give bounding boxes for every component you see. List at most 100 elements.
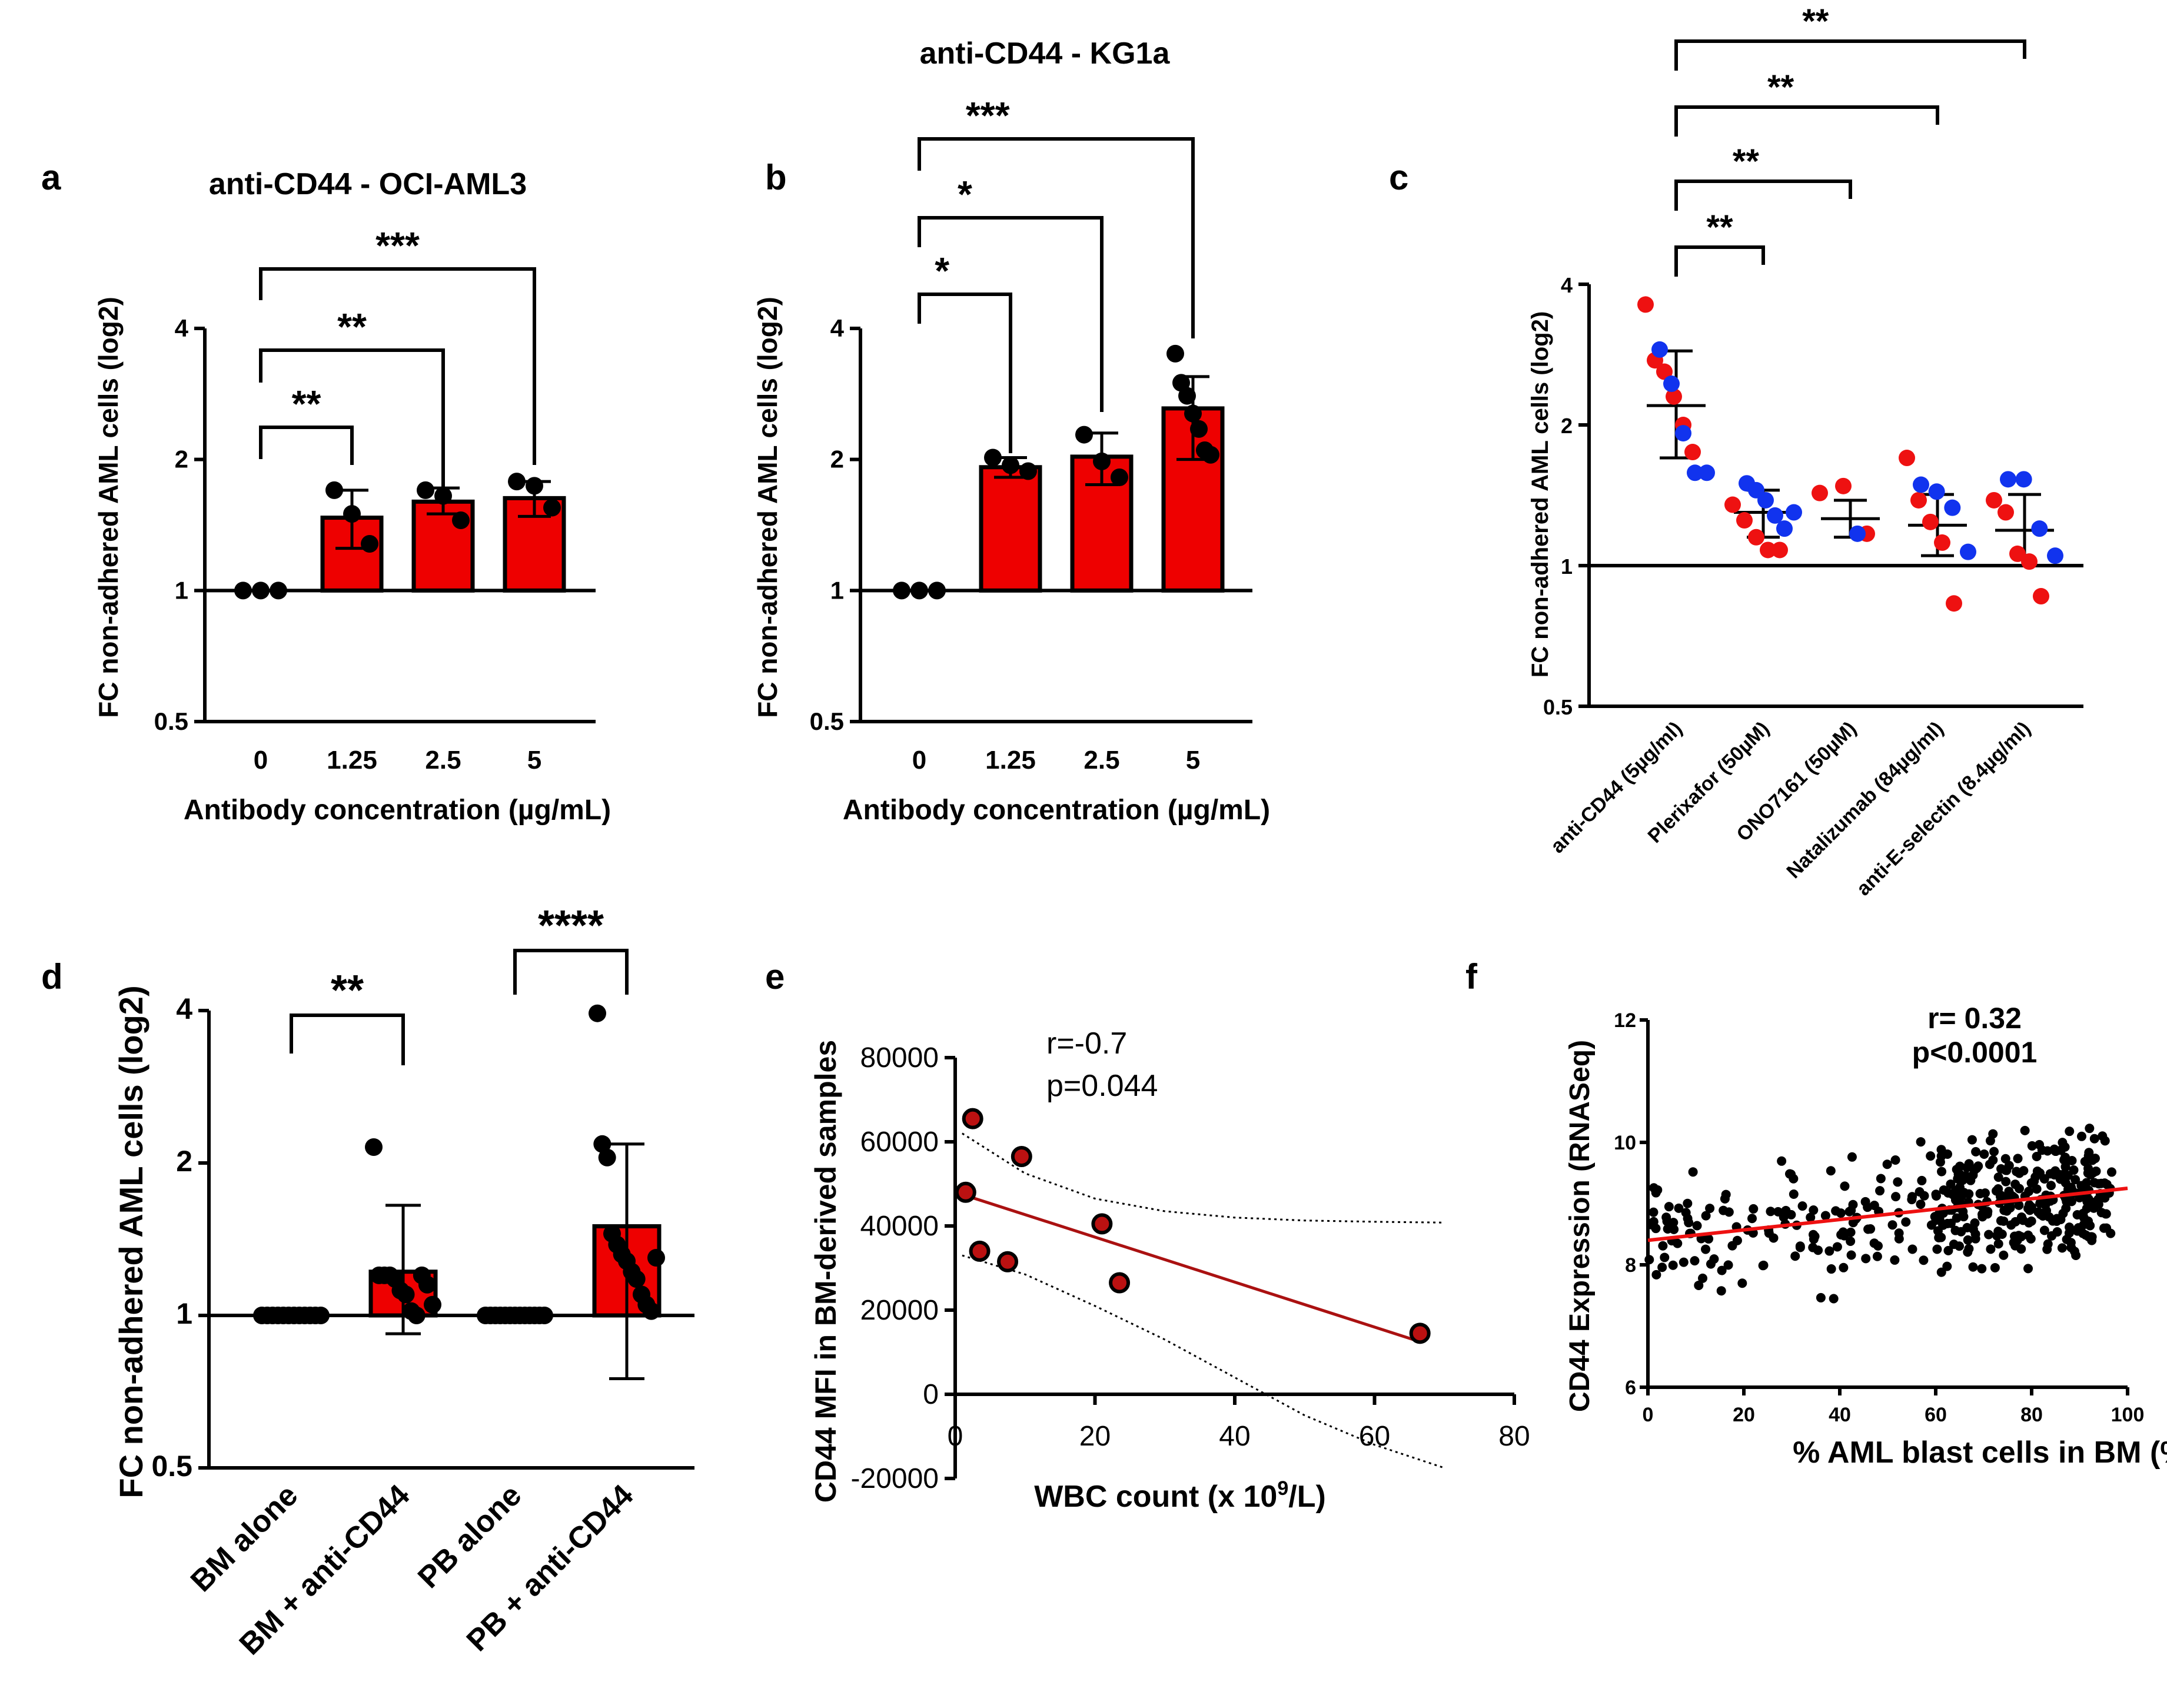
f-data-point: [1786, 1169, 1796, 1179]
b-data-point: [893, 581, 910, 600]
f-data-point: [1993, 1227, 2003, 1237]
f-data-point: [2093, 1179, 2103, 1189]
b-significance-label: *: [958, 173, 972, 215]
f-x-tick-label: 100: [2111, 1404, 2145, 1426]
panel-f: CD44 Expression (RNASeq) % AML blast cel…: [1564, 1002, 2167, 1470]
f-data-point: [1773, 1207, 1783, 1217]
f-data-point: [1973, 1161, 1983, 1171]
f-data-point: [1816, 1292, 1826, 1302]
f-y-tick-label: 6: [1625, 1377, 1636, 1399]
panel-a-title: anti-CD44 - OCI-AML3: [209, 167, 527, 201]
f-data-point: [2070, 1175, 2080, 1185]
f-data-point: [1985, 1136, 1995, 1146]
d-data-point: [589, 1004, 606, 1022]
d-data-point: [593, 1135, 611, 1153]
f-data-point: [2086, 1232, 2096, 1242]
f-data-point: [1829, 1294, 1839, 1304]
f-data-point: [1967, 1135, 1977, 1145]
c-data-point-red: [1684, 444, 1701, 461]
e-data-point: [962, 1108, 983, 1129]
c-data-point-red: [2009, 545, 2026, 562]
f-data-point: [2013, 1154, 2023, 1164]
f-data-point: [1724, 1207, 1734, 1217]
f-data-point: [1943, 1188, 1953, 1198]
panel-d-ylabel: FC non-adhered AML cells (log2): [112, 985, 149, 1498]
f-data-point: [1984, 1230, 1994, 1240]
d-category-label: BM alone: [184, 1478, 304, 1598]
panel-e-xlabel: WBC count (x 109/L): [1034, 1477, 1326, 1514]
f-data-point: [1993, 1184, 2003, 1194]
f-data-point: [1964, 1159, 1974, 1169]
f-data-point: [1916, 1137, 1926, 1147]
c-data-point-red: [1812, 484, 1828, 501]
f-data-point: [2052, 1216, 2062, 1226]
b-y-tick-label: 4: [830, 314, 845, 342]
f-data-point: [2023, 1230, 2033, 1240]
f-data-point: [2066, 1197, 2076, 1207]
f-data-point: [1999, 1250, 2009, 1260]
f-data-point: [1836, 1208, 1846, 1218]
d-significance-label: ****: [538, 902, 604, 949]
c-data-point-red: [1835, 477, 1852, 494]
c-significance-label: **: [1733, 142, 1760, 181]
f-data-point: [1797, 1201, 1807, 1211]
d-data-point: [407, 1307, 426, 1324]
c-data-point-blue: [1675, 425, 1691, 442]
a-data-point: [543, 499, 561, 517]
b-category-label: 0: [912, 746, 926, 775]
b-bar: [979, 465, 1042, 593]
a-significance-label: ***: [375, 224, 420, 267]
panel-label-d: d: [41, 957, 63, 996]
c-data-point-blue: [1960, 543, 1976, 560]
f-data-point: [1824, 1246, 1834, 1256]
b-data-point: [1075, 426, 1093, 444]
e-data-point: [1091, 1213, 1113, 1235]
b-y-tick-label: 1: [830, 576, 844, 604]
f-data-point: [2037, 1145, 2047, 1155]
a-data-point: [252, 581, 270, 600]
d-significance-label: **: [331, 967, 364, 1014]
f-data-point: [1705, 1204, 1715, 1214]
c-data-point-blue: [2047, 547, 2063, 564]
c-data-point-blue: [1757, 491, 1774, 509]
f-data-point: [2056, 1145, 2066, 1155]
f-data-point: [1826, 1264, 1836, 1274]
b-comparison-bracket: [918, 293, 1012, 453]
f-data-point: [1963, 1247, 1973, 1257]
e-x-tick-label: 40: [1219, 1421, 1250, 1452]
f-data-point: [1846, 1250, 1856, 1260]
e-y-tick-label: 40000: [860, 1211, 939, 1242]
a-data-point: [361, 535, 378, 553]
f-data-point: [2032, 1151, 2042, 1161]
f-y-tick-label: 12: [1614, 1009, 1636, 1032]
c-data-point-blue: [1699, 464, 1715, 481]
f-data-point: [1795, 1242, 1805, 1252]
f-data-point: [2089, 1134, 2099, 1144]
a-y-tick-label: 2: [175, 446, 188, 473]
a-category-label: 0: [254, 746, 268, 775]
b-category-label: 5: [1186, 746, 1200, 775]
f-data-point: [2024, 1187, 2034, 1197]
f-data-point: [1932, 1191, 1942, 1201]
f-data-point: [2057, 1243, 2067, 1253]
f-data-point: [1690, 1256, 1700, 1266]
f-data-point: [1683, 1198, 1693, 1208]
f-data-point: [1692, 1221, 1702, 1231]
e-y-tick-label: 20000: [860, 1295, 939, 1326]
f-data-point: [2082, 1178, 2092, 1188]
d-data-point: [365, 1138, 383, 1156]
a-data-point: [526, 477, 543, 495]
c-data-point-red: [1724, 496, 1741, 513]
panel-label-a: a: [41, 158, 61, 197]
f-data-point: [2101, 1209, 2111, 1219]
e-x-tick-label: 80: [1498, 1421, 1530, 1452]
c-significance-label: **: [1706, 208, 1733, 247]
f-data-point: [1847, 1152, 1857, 1162]
panel-label-e: e: [765, 957, 785, 996]
f-data-point: [1893, 1177, 1903, 1187]
b-y-tick-label: 0.5: [810, 707, 844, 735]
f-data-point: [2102, 1223, 2112, 1233]
f-data-point: [1721, 1189, 1731, 1199]
f-data-point: [1758, 1261, 1768, 1271]
b-data-point: [1111, 468, 1128, 486]
